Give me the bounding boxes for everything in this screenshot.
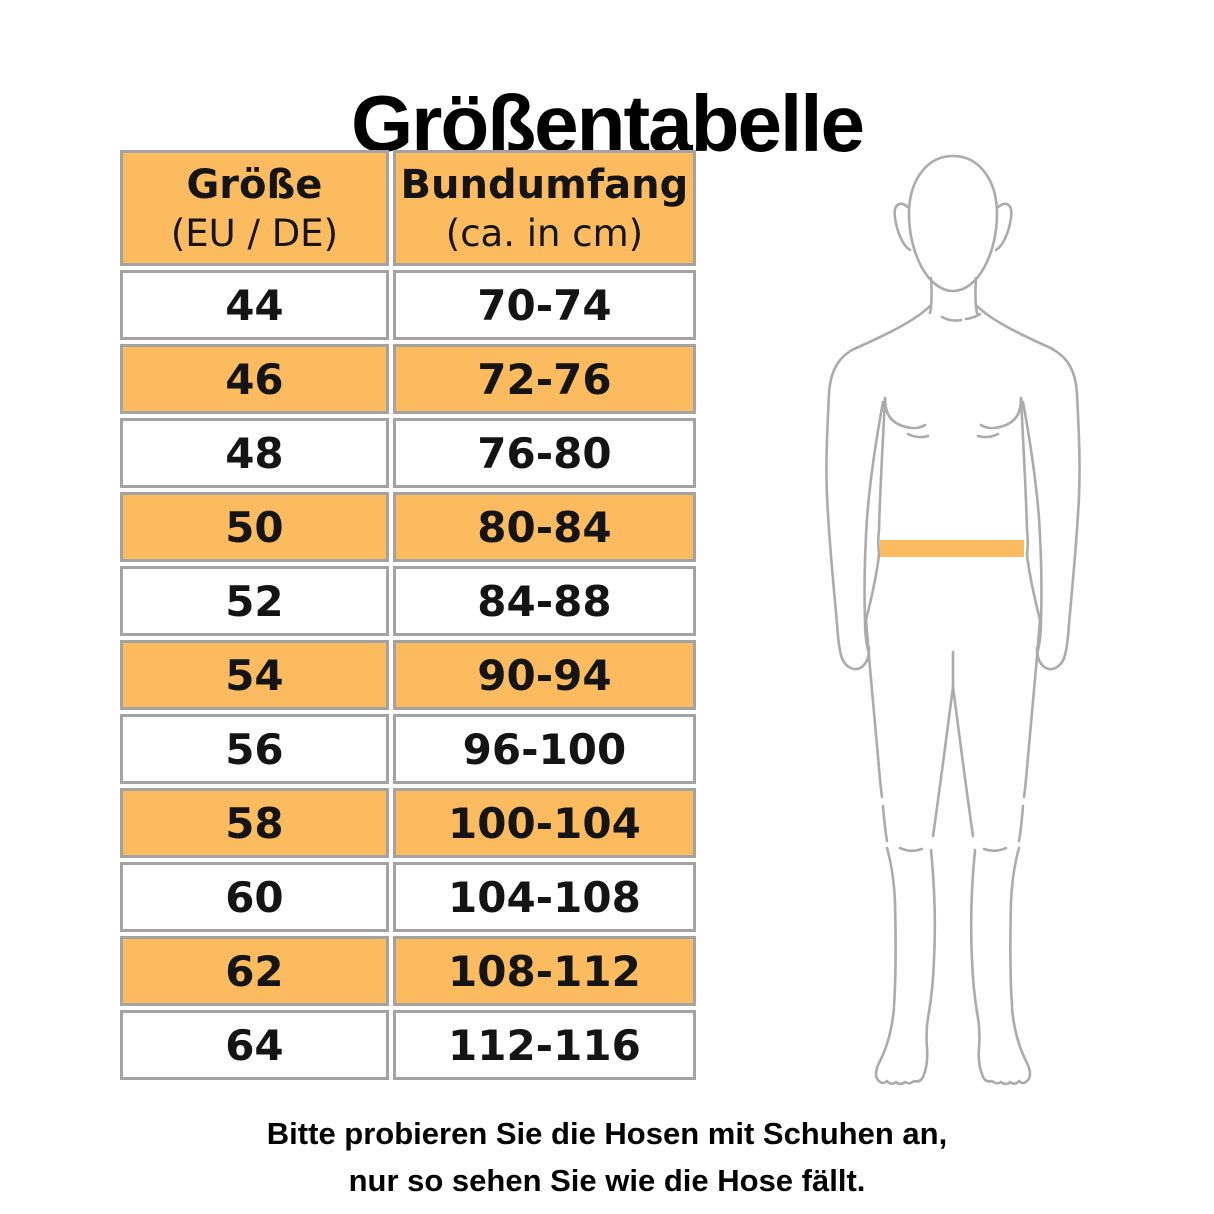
male-body-outline-icon (825, 154, 1081, 1086)
waist-cell: 112-116 (392, 1010, 696, 1080)
table-row: 46 72-76 (120, 344, 696, 414)
size-cell: 52 (120, 566, 389, 636)
size-cell: 50 (120, 492, 389, 562)
waist-cell: 90-94 (392, 640, 696, 710)
size-column-subtitle: (EU / DE) (170, 211, 338, 255)
size-column-title: Größe (186, 161, 323, 208)
waist-cell: 80-84 (392, 492, 696, 562)
size-cell: 48 (120, 418, 389, 488)
waist-cell: 70-74 (392, 270, 696, 340)
header-row: Größe (EU / DE) Bundumfang (ca. in cm) (120, 150, 696, 266)
size-cell: 44 (120, 270, 389, 340)
table-row: 54 90-94 (120, 640, 696, 710)
footer-line-1: Bitte probieren Sie die Hosen mit Schuhe… (266, 1116, 948, 1151)
size-cell: 58 (120, 788, 389, 858)
waist-cell: 76-80 (392, 418, 696, 488)
size-table-container: Größe (EU / DE) Bundumfang (ca. in cm) 4… (116, 146, 700, 1084)
table-row: 50 80-84 (120, 492, 696, 562)
table-row: 60 104-108 (120, 862, 696, 932)
waist-cell: 108-112 (392, 936, 696, 1006)
waist-cell: 100-104 (392, 788, 696, 858)
table-row: 48 76-80 (120, 418, 696, 488)
table-row: 44 70-74 (120, 270, 696, 340)
size-cell: 64 (120, 1010, 389, 1080)
size-cell: 56 (120, 714, 389, 784)
size-column-header: Größe (EU / DE) (120, 150, 389, 266)
footer-line-2: nur so sehen Sie wie die Hose fällt. (348, 1163, 866, 1198)
waist-cell: 72-76 (392, 344, 696, 414)
waist-cell: 96-100 (392, 714, 696, 784)
footer-note: Bitte probieren Sie die Hosen mit Schuhe… (0, 1110, 1214, 1204)
waist-column-header: Bundumfang (ca. in cm) (392, 150, 696, 266)
table-row: 62 108-112 (120, 936, 696, 1006)
waist-cell: 84-88 (392, 566, 696, 636)
size-cell: 60 (120, 862, 389, 932)
waist-measurement-band (880, 540, 1024, 557)
table-row: 64 112-116 (120, 1010, 696, 1080)
waist-column-title: Bundumfang (400, 161, 689, 208)
size-table: Größe (EU / DE) Bundumfang (ca. in cm) 4… (116, 146, 700, 1084)
waist-column-subtitle: (ca. in cm) (445, 211, 644, 255)
table-row: 56 96-100 (120, 714, 696, 784)
size-cell: 46 (120, 344, 389, 414)
size-cell: 62 (120, 936, 389, 1006)
table-row: 58 100-104 (120, 788, 696, 858)
table-row: 52 84-88 (120, 566, 696, 636)
size-cell: 54 (120, 640, 389, 710)
waist-cell: 104-108 (392, 862, 696, 932)
